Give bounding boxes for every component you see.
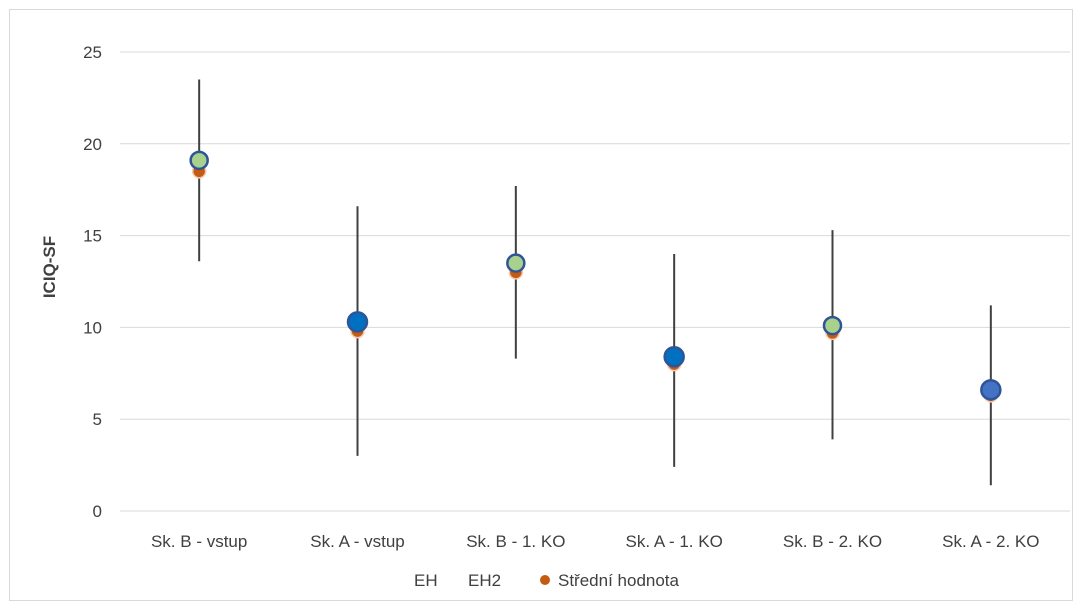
y-tick-label: 20: [83, 135, 102, 154]
y-axis-ticks: 0 5 10 15 20 25: [83, 43, 102, 521]
x-tick-label: Sk. B - vstup: [151, 532, 247, 551]
y-tick-label: 0: [93, 502, 102, 521]
y-tick-label: 25: [83, 43, 102, 62]
y-tick-label: 5: [93, 410, 102, 429]
x-tick-label: Sk. A - 2. KO: [942, 532, 1039, 551]
x-tick-label: Sk. B - 2. KO: [783, 532, 882, 551]
eh2-point: [822, 315, 843, 336]
legend-label-eh: EH: [414, 571, 438, 590]
eh2-point: [980, 379, 1002, 401]
eh2-point: [189, 150, 209, 171]
legend-label-mean: Střední hodnota: [558, 571, 680, 590]
legend-marker-mean: [540, 575, 550, 585]
x-tick-label: Sk. A - vstup: [310, 532, 405, 551]
eh2-markers: [189, 150, 1002, 401]
gridlines: [120, 51, 1070, 512]
eh2-point: [506, 253, 526, 273]
mean-markers: [191, 164, 999, 403]
legend-label-eh2: EH2: [468, 571, 501, 590]
y-tick-label: 10: [83, 318, 102, 337]
x-tick-label: Sk. B - 1. KO: [466, 532, 565, 551]
y-axis-label: ICIQ-SF: [40, 236, 59, 298]
x-tick-label: Sk. A - 1. KO: [626, 532, 723, 551]
legend: EH EH2 Střední hodnota: [414, 571, 680, 590]
eh2-point: [663, 346, 685, 368]
error-bars: [198, 79, 992, 486]
eh2-point: [346, 311, 369, 333]
x-axis-ticks: Sk. B - vstup Sk. A - vstup Sk. B - 1. KO S…: [151, 532, 1040, 551]
y-tick-label: 15: [83, 227, 102, 246]
chart-frame: 0 5 10 15 20 25 Sk. B - vstup Sk. A - vstup Sk.…: [9, 9, 1073, 601]
